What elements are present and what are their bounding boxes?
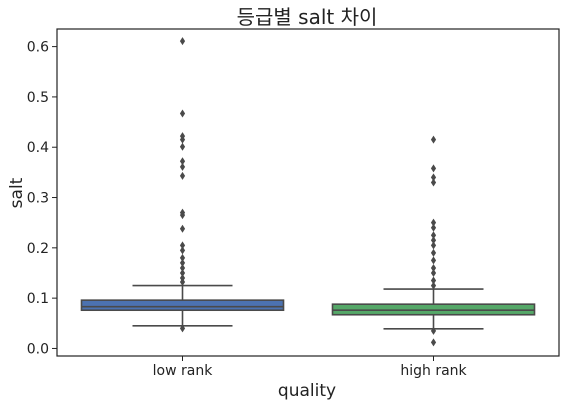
y-axis-label: salt (7, 177, 27, 208)
outlier-point (430, 241, 437, 250)
y-tick-label: 0.0 (27, 341, 49, 357)
outlier-point (430, 268, 437, 277)
outlier-point (430, 164, 437, 173)
box-iqr (80, 299, 285, 312)
outlier-point (179, 211, 186, 220)
y-tick-label: 0.5 (27, 90, 49, 106)
outlier-point (179, 109, 186, 118)
outlier-point (179, 246, 186, 255)
outlier-point (430, 236, 437, 245)
outlier-point (179, 224, 186, 233)
outlier-point (179, 324, 186, 333)
y-tick-label: 0.6 (27, 40, 49, 56)
outlier-point (430, 263, 437, 272)
outlier-point (430, 135, 437, 144)
y-tick-label: 0.3 (27, 191, 49, 207)
outlier-point (430, 223, 437, 232)
chart-title: 등급별 salt 차이 (237, 5, 378, 29)
y-tick-label: 0.4 (27, 140, 49, 156)
y-tick-label: 0.1 (27, 291, 49, 307)
outlier-point (179, 274, 186, 283)
outlier-point (179, 142, 186, 151)
outlier-point (430, 256, 437, 265)
plot-area: 0.0 0.1 0.2 0.3 0.4 0.5 0.6 low rank high rank (27, 28, 560, 379)
outlier-point (179, 253, 186, 262)
outlier-point (179, 37, 186, 46)
outlier-point (430, 173, 437, 182)
outlier-point (179, 135, 186, 144)
outlier-point (430, 178, 437, 187)
y-tick-label: 0.2 (27, 241, 49, 257)
outlier-point (430, 231, 437, 240)
x-tick-label: low rank (153, 363, 214, 379)
outlier-point (430, 338, 437, 347)
outlier-point (179, 241, 186, 250)
outlier-point (430, 218, 437, 227)
x-tick-label: high rank (400, 363, 467, 379)
outlier-point (430, 276, 437, 285)
outlier-point (179, 171, 186, 180)
outlier-point (179, 157, 186, 166)
outlier-point (179, 162, 186, 171)
plot-frame (56, 28, 560, 357)
outlier-point (179, 263, 186, 272)
outlier-point (179, 268, 186, 277)
outlier-point (179, 258, 186, 267)
outlier-point (430, 326, 437, 335)
outlier-point (430, 248, 437, 257)
outlier-point (430, 281, 437, 290)
x-axis-label: quality (278, 381, 336, 401)
outlier-point (179, 278, 186, 287)
